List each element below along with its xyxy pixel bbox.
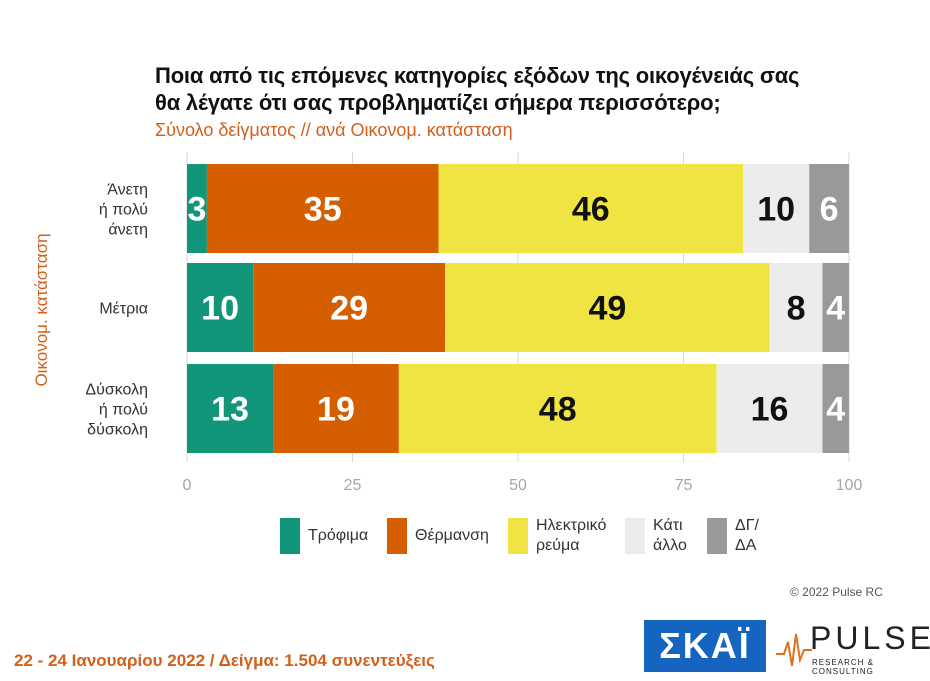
data-label: 29	[330, 290, 368, 328]
chart-subtitle: Σύνολο δείγματος // ανά Οικονομ. κατάστα…	[155, 120, 513, 140]
data-label: 19	[317, 391, 355, 429]
legend-swatch	[508, 518, 528, 554]
category-label: Μέτρια	[99, 301, 148, 318]
bar-segment	[253, 263, 446, 352]
bar-segment	[273, 364, 399, 453]
bar-segment	[809, 164, 849, 253]
x-tick-label: 100	[836, 477, 863, 494]
skai-logo: ΣΚΑΪ	[644, 620, 766, 672]
data-label: 49	[588, 290, 626, 328]
x-tick-labels: 0 25 50 75 100	[183, 477, 863, 494]
bar-segment	[187, 364, 274, 453]
x-tick-label: 50	[509, 477, 527, 494]
bar-segment	[822, 364, 849, 453]
data-label: 4	[826, 290, 845, 328]
bar-segment	[187, 164, 207, 253]
legend-swatch	[280, 518, 300, 554]
data-label: 16	[751, 391, 789, 429]
data-label: 3	[187, 191, 206, 229]
data-label: 13	[211, 391, 249, 429]
legend-label: Τρόφιμα	[308, 527, 369, 544]
category-labels: Άνετη ή πολύ άνετη Μέτρια Δύσκολη ή πολύ δύσκο…	[85, 182, 148, 439]
chart-title: Ποια από τις επόμενες κατηγορίες εξόδων …	[155, 62, 875, 116]
bar-segment	[206, 164, 439, 253]
bar-segment	[716, 364, 823, 453]
legend-swatch	[387, 518, 407, 554]
category-label: Άνετη ή πολύ άνετη	[99, 182, 148, 239]
bar-segment	[769, 263, 823, 352]
chart-title-line-2: θα λέγατε ότι σας προβληματίζει σήμερα π…	[155, 90, 721, 115]
legend-swatch	[625, 518, 645, 554]
x-tick-label: 0	[183, 477, 192, 494]
data-label: 35	[304, 191, 342, 229]
legend-label: Ηλεκτρικό ρεύμα	[536, 517, 607, 554]
legend-label: Κάτι άλλο	[653, 517, 687, 554]
pulse-logo-subtitle: RESEARCH & CONSULTING	[812, 658, 875, 676]
chart-title-line-1: Ποια από τις επόμενες κατηγορίες εξόδων …	[155, 63, 800, 88]
data-label: 8	[787, 290, 806, 328]
data-label: 10	[757, 191, 795, 229]
data-label: 46	[572, 191, 610, 229]
legend-label: Θέρμανση	[415, 527, 489, 544]
footer-survey-info: 22 - 24 Ιανουαρίου 2022 / Δείγμα: 1.504 …	[14, 651, 435, 670]
legend-swatch	[707, 518, 727, 554]
bar-segment	[743, 164, 810, 253]
x-tick-label: 25	[344, 477, 362, 494]
bar-segment	[822, 263, 849, 352]
data-label: 10	[201, 290, 239, 328]
copyright-text: © 2022 Pulse RC	[790, 585, 883, 599]
bars: 3 35 46 10 610 29 49 8 413 19 48 16 4	[187, 164, 849, 453]
data-label: 6	[820, 191, 839, 229]
bar-segment	[398, 364, 717, 453]
pulse-logo-word: PULSE	[810, 620, 930, 656]
bar-segment	[445, 263, 770, 352]
x-tick-label: 75	[675, 477, 693, 494]
category-label: Δύσκολη ή πολύ δύσκολη	[85, 382, 148, 439]
data-label: 4	[826, 391, 845, 429]
pulse-logo: PULSE RESEARCH & CONSULTING	[776, 620, 930, 676]
bar-segment	[438, 164, 744, 253]
legend-label: ΔΓ/ΔΑ	[735, 517, 759, 554]
pulse-wave-icon	[776, 633, 812, 667]
bar-segment	[187, 263, 254, 352]
data-label: 48	[539, 391, 577, 429]
